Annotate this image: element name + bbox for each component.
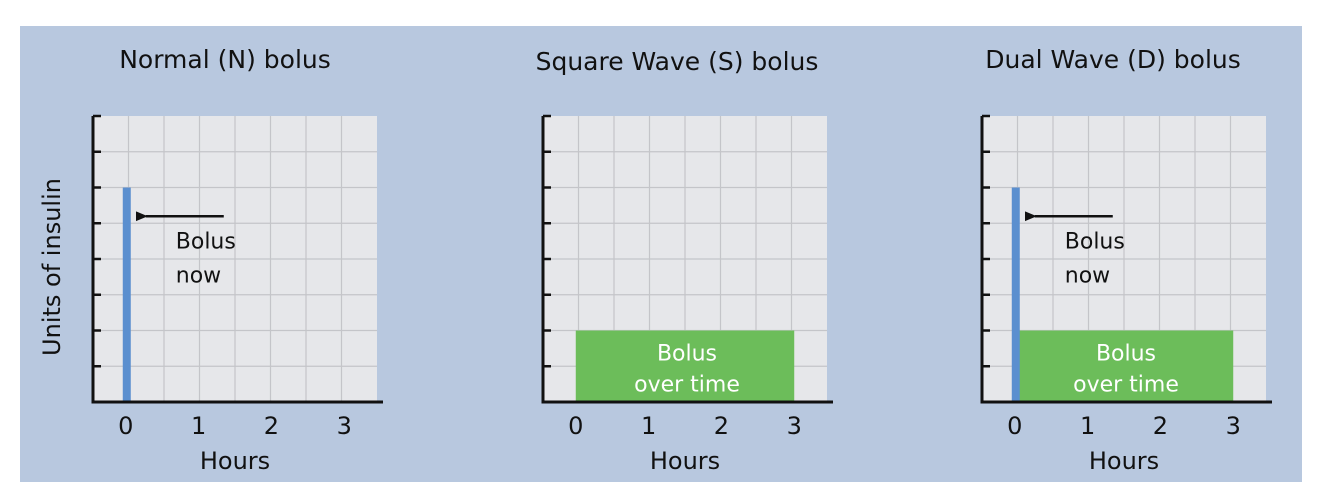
x-tick-label: 1 [1080,412,1095,440]
bolus-over-time-label: over time [1073,373,1179,398]
bolus-over-time-block [575,330,795,402]
chart-panel-1: Normal (N) bolus 0 1 2 3 Hours Units of insuli… [38,45,383,475]
chart-title: Normal (N) bolus [119,45,331,74]
bolus-charts: Normal (N) bolus 0 1 2 3 Hours Units of insuli… [38,45,1272,475]
x-tick-label: 0 [118,412,133,440]
chart-title: Dual Wave (D) bolus [985,45,1241,74]
annotation-text: Bolus [1065,229,1125,254]
bolus-now-bar [1011,187,1020,402]
bolus-over-time-label: Bolus [657,342,717,367]
x-tick-label: 3 [337,412,352,440]
x-tick-label: 3 [787,412,802,440]
bolus-now-bar [122,187,131,402]
x-tick-label: 3 [1226,412,1241,440]
x-tick-label: 2 [1153,412,1168,440]
x-axis-label: Hours [1089,447,1159,475]
bolus-over-time-block [1018,330,1234,402]
x-tick-label: 2 [264,412,279,440]
bolus-over-time-label: Bolus [1096,342,1156,367]
x-tick-label: 1 [191,412,206,440]
chart-title: Square Wave (S) bolus [536,47,819,76]
x-axis-label: Hours [650,447,720,475]
bolus-over-time-label: over time [634,373,740,398]
annotation-text: now [176,263,221,288]
y-axis-label: Units of insulin [38,178,66,356]
x-axis-label: Hours [200,447,270,475]
chart-panel-2: Square Wave (S) bolus Bolus over time 0 1 2 3 H… [536,47,833,475]
chart-panel-3: Dual Wave (D) bolus Bolus over time 0 1 2 3 Hou… [980,45,1272,475]
annotation-text: Bolus [176,229,236,254]
x-tick-label: 0 [1007,412,1022,440]
figure-background: Normal (N) bolus 0 1 2 3 Hours Units of insuli… [20,26,1302,482]
annotation-text: now [1065,263,1110,288]
x-tick-label: 0 [568,412,583,440]
x-tick-label: 2 [714,412,729,440]
x-tick-label: 1 [641,412,656,440]
